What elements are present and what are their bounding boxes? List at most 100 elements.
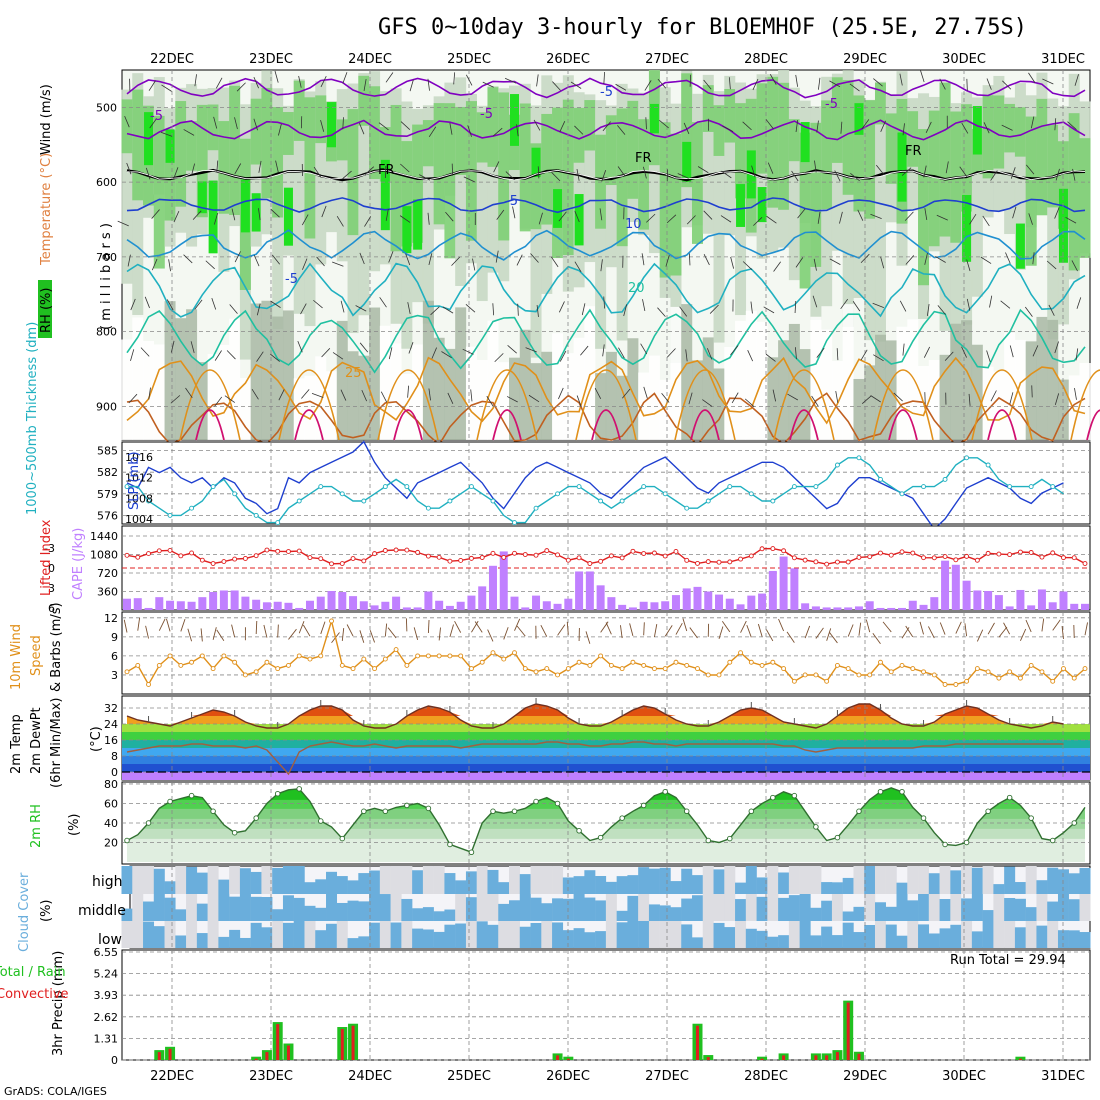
wind10-axis-label-3: & Barbs (m/s) [49,602,64,692]
cloud-cell-high [648,868,660,894]
cloud-cell-clear [207,921,219,948]
tick-label-1008: 1008 [125,492,153,505]
wind10-barb [919,621,924,635]
cloud-cell-middle [541,903,553,921]
rh-shade-low [982,366,994,440]
cloud-cell-low [691,937,703,948]
wind-barb [603,71,605,85]
cape-bar [628,607,637,610]
rh-marker [770,794,776,801]
wind10-barb [964,623,968,637]
cloud-cell-low [369,922,381,948]
contour-10 [126,308,1086,374]
rh-shade-80 [713,105,725,156]
rh-shade-80 [175,101,187,207]
cloud-cell-middle [315,907,327,921]
lifted-index-marker [910,550,916,556]
wind-barb [1054,118,1057,131]
wind-barb [507,345,517,354]
wind10-barb [516,625,526,637]
cloud-cell-clear [121,921,133,948]
wind-barb [750,301,753,314]
cloud-cell-middle [369,894,381,921]
rh-shade-low [379,325,391,440]
wind-barb [1048,304,1055,316]
wind10-marker [791,678,797,684]
wind-barb [576,395,582,407]
rh-line [126,787,1086,854]
lifted-index-marker [1007,552,1013,558]
rh-marker [124,837,130,844]
tick-label-3: 3 [111,669,118,682]
rh-marker [1071,820,1077,826]
cape-bar [187,601,196,610]
thickness-slp-panel: 585 582 579 576 1016 1012 1008 1004 [97,440,1091,531]
rh-shade-80 [788,119,800,162]
rh-shade-80 [1004,103,1016,153]
cloud-cell-low [519,926,531,948]
wind-barb [194,299,203,310]
wind-barb [231,208,236,221]
cloud-cell-middle [293,897,305,921]
rh-shade-95 [240,179,250,233]
wind-barb [170,395,181,404]
lifted-index-marker [436,554,442,560]
cape-bar [951,564,960,610]
wind-barb [939,78,946,90]
cloud-cell-clear [1025,921,1037,948]
wind-barb [320,120,325,132]
wind-barb [617,125,626,135]
wind-barb [183,254,193,264]
wind10-marker [135,662,141,668]
cloud-cell-low [358,936,370,948]
wind-barb [829,258,841,266]
cloud-cell-middle [874,902,886,921]
wind10-marker [813,672,819,678]
wind10-barb [629,623,634,637]
cloud-cell-middle [670,907,682,921]
cloud-cell-clear [186,921,198,948]
cloud-cell-clear [605,894,617,921]
thickness-marker [189,505,195,511]
cloud-cell-high [821,882,833,894]
cloud-cell-clear [853,866,865,894]
wind10-barb [320,621,326,635]
contour-arch [872,369,934,441]
rh-shade-80 [853,95,865,212]
cloud-cover-panel: high middle low [78,865,1091,949]
top-date-26DEC: 26DEC [546,52,590,67]
rh-shade-low [993,371,1005,440]
cloud-cell-middle [907,900,919,921]
contour-label--5: -5 [285,272,298,287]
wind-barb [677,173,689,179]
wind-barb [905,255,915,265]
tick-label-1440: 1440 [90,530,118,543]
rh-shade-80 [498,92,510,241]
wind-barb [703,79,712,90]
precip-convective-bar [254,1058,258,1060]
temperature-axis-label: Temperature (°C) [39,153,54,266]
rh-shade-80 [487,87,499,167]
wind10-marker [1039,669,1045,675]
wind-barb [936,214,948,221]
rh-shade-80 [347,109,359,236]
cape-bar [553,603,562,610]
cape-bar [532,595,541,610]
cloud-cell-clear [498,921,510,948]
rh-shade-low [616,375,628,440]
wind10-barb [346,624,354,637]
tick-label-9: 9 [111,631,118,644]
bottom-date-23DEC: 23DEC [249,1069,293,1084]
cloud-cell-middle [153,894,165,921]
wind-barb [1046,260,1057,270]
wind-barb [983,122,990,134]
cloud-cell-middle [196,903,208,921]
cloud-cell-low [530,922,542,948]
cape-bar [521,607,530,610]
wind-barb [840,298,849,310]
precip-convective-bar [265,1052,269,1060]
cloud-cell-high [616,876,628,894]
thickness-marker [253,512,259,518]
rh-shade-80 [358,75,370,126]
cloud-cell-low [638,921,650,948]
